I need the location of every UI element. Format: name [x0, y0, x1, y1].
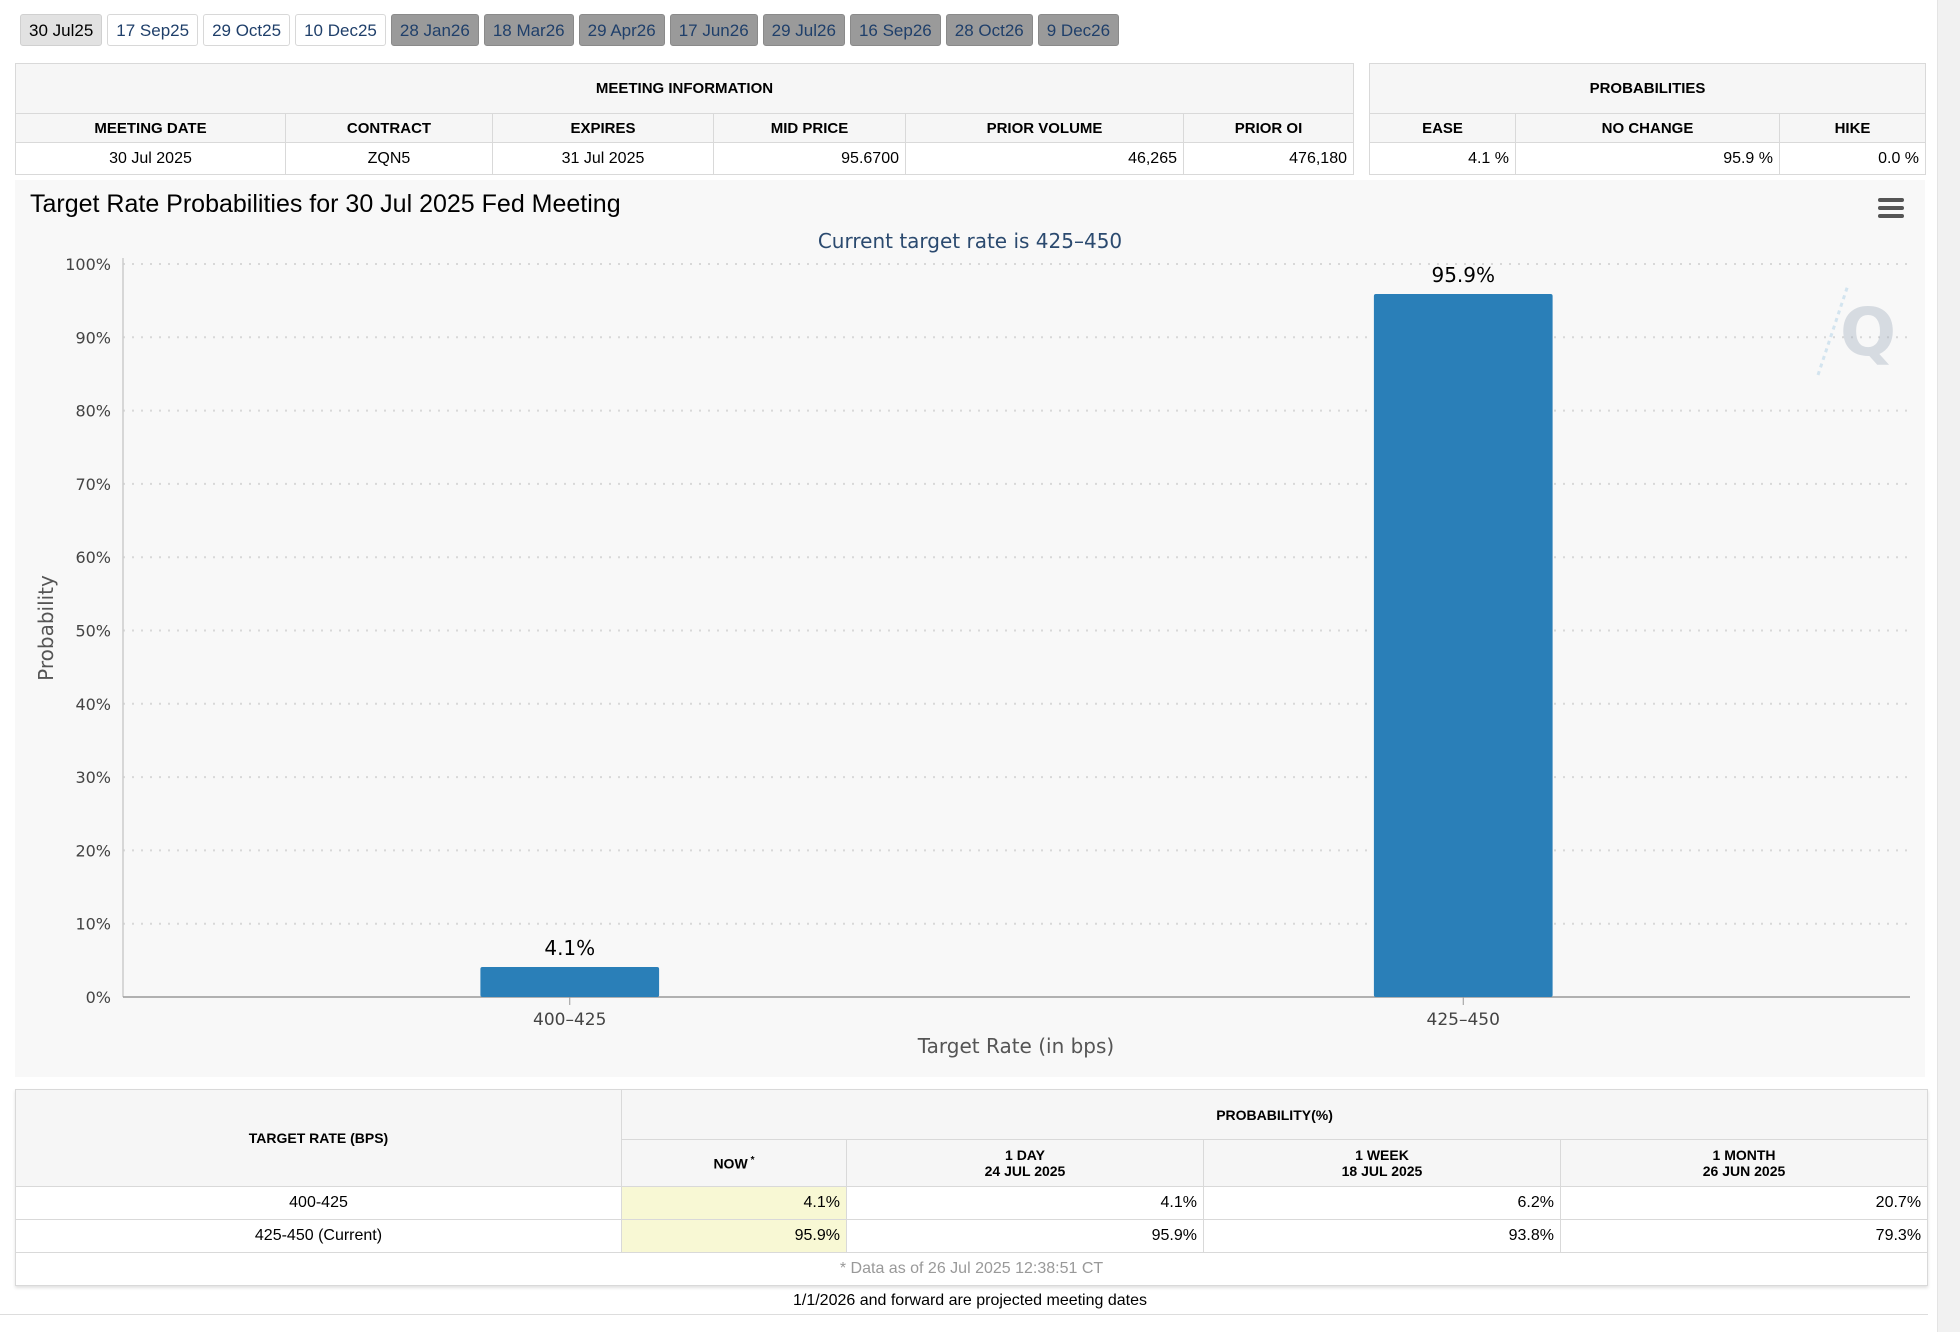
- period-date: 26 JUN 2025: [1702, 1163, 1786, 1179]
- period-date: 24 JUL 2025: [984, 1163, 1066, 1179]
- period-label: 1 DAY: [1005, 1147, 1045, 1163]
- gridlines: [123, 263, 1910, 925]
- x-axis-ticks: 400–425 425–450: [533, 997, 1500, 1030]
- y-tick-label: 80%: [75, 402, 111, 421]
- projected-dates-footer: 1/1/2026 and forward are projected meeti…: [792, 1292, 1147, 1309]
- meeting-info-heading: MEETING INFORMATION: [15, 63, 1354, 114]
- rate-cell: 425-450 (Current): [15, 1219, 622, 1253]
- col-1-week: 1 WEEK 18 JUL 2025: [1203, 1139, 1561, 1187]
- y-tick-label: 70%: [75, 475, 111, 494]
- x-tick-label: 400–425: [533, 1010, 606, 1030]
- divider: [0, 1314, 1928, 1315]
- svg-text:Q: Q: [1840, 294, 1896, 371]
- tab-meeting-7[interactable]: 29 Apr26: [578, 14, 665, 46]
- col-mid-price: MID PRICE: [713, 113, 906, 143]
- page-scrollbar[interactable]: [1937, 0, 1960, 1332]
- y-tick-label: 50%: [75, 622, 111, 641]
- probabilities-heading: PROBABILITIES: [1368, 63, 1927, 114]
- week-cell: 6.2%: [1203, 1186, 1561, 1220]
- bar-value-label: 4.1%: [544, 936, 595, 960]
- hike-value: 0.0 %: [1778, 142, 1927, 175]
- col-prior-oi: PRIOR OI: [1183, 113, 1354, 143]
- y-axis-title: Probability: [34, 575, 58, 681]
- y-tick-label: 30%: [75, 768, 111, 787]
- tab-meeting-4[interactable]: 10 Dec25: [295, 14, 386, 46]
- bar-chart: Current target rate is 425–450 0% 10% 20% 3…: [34, 229, 1910, 1058]
- col-1-month: 1 MONTH 26 JUN 2025: [1559, 1139, 1929, 1187]
- col-now: NOW *: [621, 1139, 847, 1187]
- bar-value-label: 95.9%: [1431, 263, 1495, 287]
- y-tick-label: 90%: [75, 328, 111, 347]
- col-meeting-date: MEETING DATE: [15, 113, 286, 143]
- rate-cell: 400-425: [15, 1186, 622, 1220]
- now-label: NOW: [713, 1155, 748, 1172]
- tab-meeting-1[interactable]: 30 Jul25: [20, 14, 103, 46]
- table-row: 425-450 (Current) 95.9% 95.9% 93.8% 79.3…: [15, 1219, 1929, 1253]
- now-footnote-mark: *: [750, 1154, 755, 1166]
- probability-table: TARGET RATE (BPS) PROBABILITY(%) NOW * 1 …: [14, 1089, 1929, 1286]
- now-cell: 95.9%: [621, 1219, 847, 1253]
- watermark-logo: Q: [1816, 284, 1896, 376]
- meeting-tabs: 30 Jul25 17 Sep25 29 Oct25 10 Dec25 28 J…: [20, 14, 1120, 46]
- tab-meeting-2[interactable]: 17 Sep25: [107, 14, 199, 46]
- y-tick-label: 40%: [75, 695, 111, 714]
- col-prior-volume: PRIOR VOLUME: [905, 113, 1184, 143]
- y-tick-label: 20%: [75, 841, 111, 860]
- bar-2: [1373, 294, 1553, 998]
- y-axis-ticks: 0% 10% 20% 30% 40% 50% 60% 70% 80% 90% 100%: [65, 255, 111, 1007]
- tab-meeting-5[interactable]: 28 Jan26: [390, 14, 479, 46]
- tab-meeting-9[interactable]: 29 Jul26: [762, 14, 845, 46]
- probabilities-table: PROBABILITIES EASE NO CHANGE HIKE 4.1 % …: [1368, 63, 1927, 175]
- ease-value: 4.1 %: [1369, 142, 1516, 175]
- col-hike: HIKE: [1778, 113, 1927, 143]
- tab-meeting-3[interactable]: 29 Oct25: [203, 14, 291, 46]
- period-label: 1 MONTH: [1712, 1147, 1776, 1163]
- tab-meeting-11[interactable]: 28 Oct26: [945, 14, 1033, 46]
- col-contract: CONTRACT: [285, 113, 493, 143]
- col-probability: PROBABILITY(%): [620, 1089, 1929, 1140]
- chart-subtitle: Current target rate is 425–450: [818, 229, 1122, 253]
- chart-container: [15, 180, 1925, 1077]
- bar-1: [480, 966, 660, 997]
- y-tick-label: 100%: [65, 255, 111, 274]
- month-cell: 20.7%: [1559, 1186, 1929, 1220]
- prior-volume-value: 46,265: [905, 142, 1184, 175]
- week-cell: 93.8%: [1203, 1219, 1561, 1253]
- tab-meeting-6[interactable]: 18 Mar26: [483, 14, 574, 46]
- period-date: 18 JUL 2025: [1341, 1163, 1423, 1179]
- day-cell: 95.9%: [846, 1219, 1204, 1253]
- contract-value: ZQN5: [285, 142, 493, 175]
- table-row: 400-425 4.1% 4.1% 6.2% 20.7%: [15, 1186, 1929, 1220]
- expires-value: 31 Jul 2025: [492, 142, 714, 175]
- data-timestamp-note: * Data as of 26 Jul 2025 12:38:51 CT: [14, 1252, 1929, 1286]
- tab-meeting-12[interactable]: 9 Dec26: [1037, 14, 1120, 46]
- bars: 4.1% 95.9%: [480, 263, 1553, 998]
- chart-menu-icon[interactable]: [1878, 198, 1904, 222]
- y-tick-label: 0%: [86, 988, 111, 1007]
- meeting-date-value: 30 Jul 2025: [15, 142, 286, 175]
- col-1-day: 1 DAY 24 JUL 2025: [846, 1139, 1204, 1187]
- x-axis-title: Target Rate (in bps): [917, 1034, 1114, 1058]
- prior-oi-value: 476,180: [1183, 142, 1354, 175]
- period-label: 1 WEEK: [1355, 1147, 1409, 1163]
- tab-meeting-10[interactable]: 16 Sep26: [849, 14, 941, 46]
- tab-meeting-8[interactable]: 17 Jun26: [669, 14, 758, 46]
- col-target-rate: TARGET RATE (BPS): [15, 1089, 622, 1187]
- day-cell: 4.1%: [846, 1186, 1204, 1220]
- month-cell: 79.3%: [1559, 1219, 1929, 1253]
- mid-price-value: 95.6700: [713, 142, 906, 175]
- x-tick-label: 425–450: [1427, 1010, 1500, 1030]
- col-ease: EASE: [1369, 113, 1516, 143]
- y-tick-label: 60%: [75, 548, 111, 567]
- y-tick-label: 10%: [75, 915, 111, 934]
- col-no-change: NO CHANGE: [1515, 113, 1780, 143]
- now-cell: 4.1%: [621, 1186, 847, 1220]
- chart-title: Target Rate Probabilities for 30 Jul 202…: [30, 190, 621, 218]
- meeting-info-table: MEETING INFORMATION MEETING DATE CONTRAC…: [15, 63, 1354, 175]
